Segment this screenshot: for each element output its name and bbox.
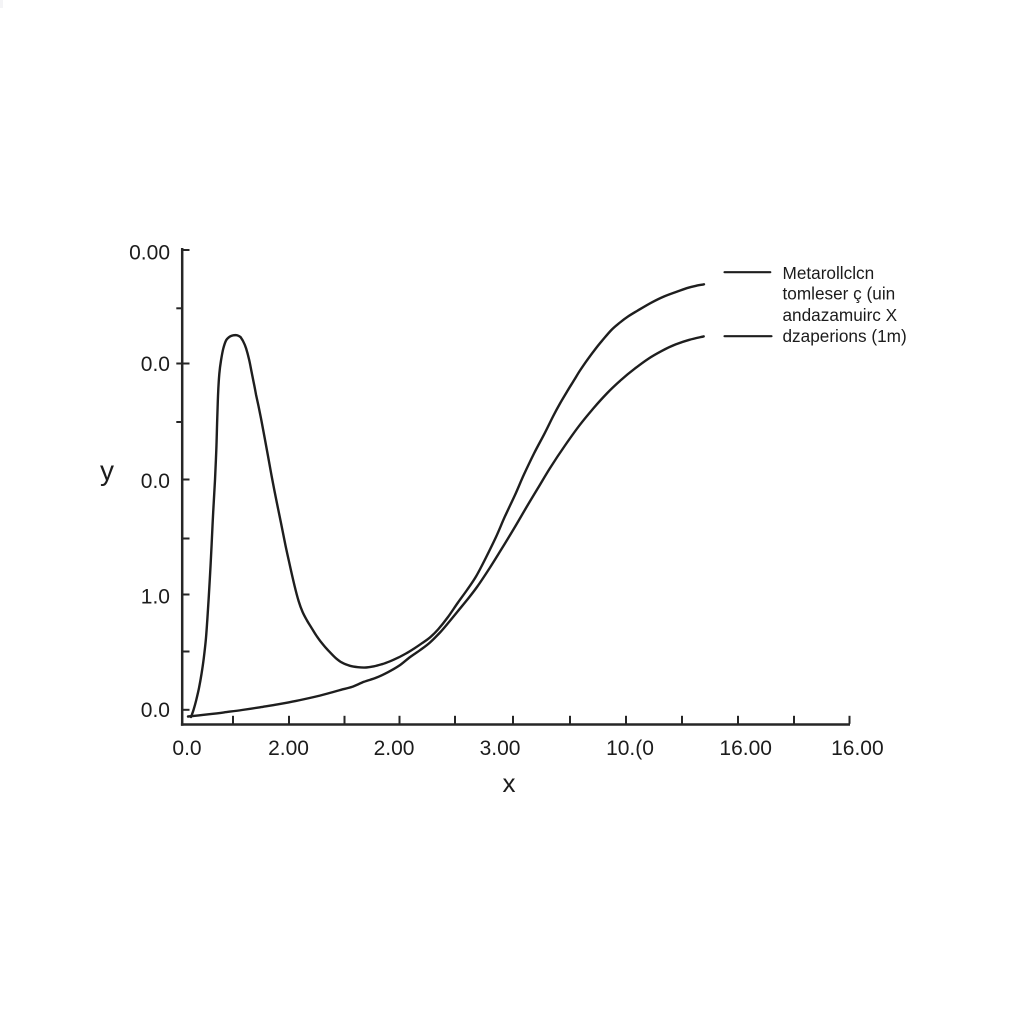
svg-text:10.(0: 10.(0 (606, 737, 654, 760)
svg-text:0.0: 0.0 (141, 699, 170, 722)
svg-text:0.00: 0.00 (129, 242, 170, 265)
svg-text:1.0: 1.0 (141, 585, 170, 608)
svg-text:y: y (100, 455, 114, 486)
svg-text:2.00: 2.00 (268, 737, 309, 760)
svg-text:tomleser ç (uin: tomleser ç (uin (783, 283, 896, 303)
svg-text:16.00: 16.00 (719, 737, 772, 760)
svg-text:dzaperions (1m): dzaperions (1m) (783, 326, 907, 346)
svg-text:x: x (503, 768, 516, 798)
svg-text:2.00: 2.00 (374, 737, 415, 760)
svg-text:3.00: 3.00 (480, 737, 521, 760)
svg-text:0.0: 0.0 (172, 737, 201, 760)
svg-text:Metarollclcn: Metarollclcn (783, 263, 875, 283)
svg-text:0.0: 0.0 (141, 353, 170, 376)
svg-text:16.00: 16.00 (831, 737, 884, 760)
svg-text:0.0: 0.0 (141, 470, 170, 493)
svg-text:andazamuirc X: andazamuirc X (783, 305, 898, 325)
